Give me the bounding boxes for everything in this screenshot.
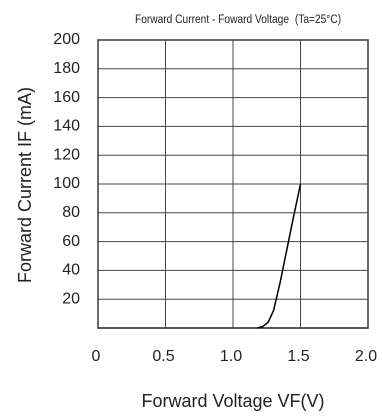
y-tick-label: 40 bbox=[62, 262, 80, 279]
y-tick-label: 80 bbox=[62, 204, 80, 221]
x-tick-label: 1.0 bbox=[220, 348, 242, 365]
x-axis-label: Forward Voltage VF(V) bbox=[141, 391, 324, 411]
y-tick-label: 20 bbox=[62, 290, 80, 307]
y-tick-label: 140 bbox=[53, 118, 80, 135]
y-tick-label: 200 bbox=[53, 31, 80, 48]
x-tick-label: 0.5 bbox=[152, 348, 174, 365]
curve bbox=[257, 183, 302, 329]
x-tick-label: 1.5 bbox=[287, 348, 309, 365]
y-tick-label: 180 bbox=[53, 60, 80, 77]
x-tick-label: 0 bbox=[92, 348, 101, 365]
y-tick-label: 100 bbox=[53, 175, 80, 192]
y-tick-label: 160 bbox=[53, 89, 80, 106]
chart-title: Forward Current - Foward Voltage bbox=[135, 13, 289, 26]
y-tick-label: 120 bbox=[53, 146, 80, 163]
y-axis-label: Forward Current IF (mA) bbox=[15, 87, 35, 283]
condition: (Ta=25°C) bbox=[295, 13, 342, 26]
x-tick-label: 2.0 bbox=[355, 348, 377, 365]
y-tick-label: 60 bbox=[62, 233, 80, 250]
